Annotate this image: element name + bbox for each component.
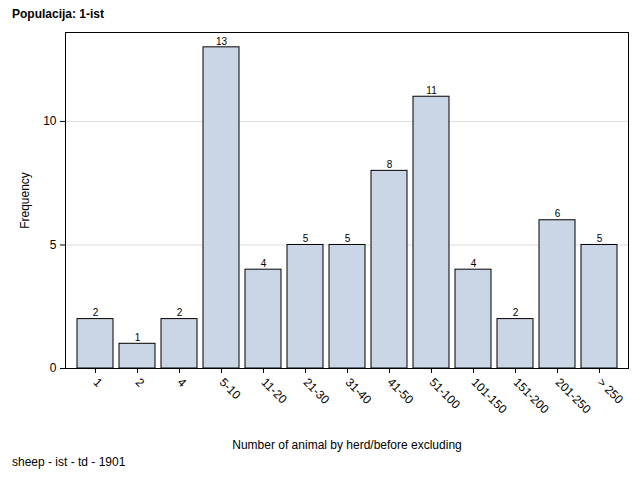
- svg-text:201-250: 201-250: [553, 375, 594, 416]
- svg-text:2: 2: [133, 375, 148, 390]
- svg-text:4: 4: [471, 258, 477, 269]
- svg-text:11-20: 11-20: [259, 375, 290, 406]
- svg-text:10: 10: [43, 114, 57, 128]
- svg-text:4: 4: [175, 375, 190, 390]
- html-text:sheep - ist - td - 1901: sheep - ist - td - 1901: [12, 455, 126, 469]
- svg-text:1: 1: [91, 375, 106, 390]
- svg-text:151-200: 151-200: [511, 375, 552, 416]
- svg-text:Frequency: Frequency: [18, 172, 32, 229]
- svg-text:1: 1: [135, 332, 141, 343]
- svg-text:11: 11: [426, 85, 437, 96]
- svg-text:6: 6: [555, 208, 561, 219]
- html-text:Populacija: 1-ist: Populacija: 1-ist: [12, 7, 104, 21]
- svg-text:5: 5: [597, 233, 603, 244]
- svg-text:8: 8: [387, 159, 393, 170]
- svg-text:5-10: 5-10: [217, 375, 244, 402]
- svg-text:21-30: 21-30: [301, 375, 333, 407]
- svg-text:31-40: 31-40: [343, 375, 375, 407]
- svg-text:0: 0: [50, 361, 57, 375]
- svg-text:2: 2: [513, 307, 519, 318]
- svg-text:13: 13: [216, 36, 228, 47]
- svg-text:2: 2: [177, 307, 183, 318]
- svg-text:2: 2: [93, 307, 99, 318]
- svg-text:4: 4: [261, 258, 267, 269]
- svg-text:5: 5: [345, 233, 351, 244]
- svg-text:5: 5: [303, 233, 309, 244]
- svg-text:> 250: > 250: [595, 375, 627, 407]
- svg-text:Number of animal by herd/befor: Number of animal by herd/before excludin…: [232, 438, 461, 452]
- svg-text:101-150: 101-150: [469, 375, 510, 416]
- svg-text:51-100: 51-100: [427, 375, 464, 412]
- svg-text:5: 5: [50, 238, 57, 252]
- svg-text:41-50: 41-50: [385, 375, 417, 407]
